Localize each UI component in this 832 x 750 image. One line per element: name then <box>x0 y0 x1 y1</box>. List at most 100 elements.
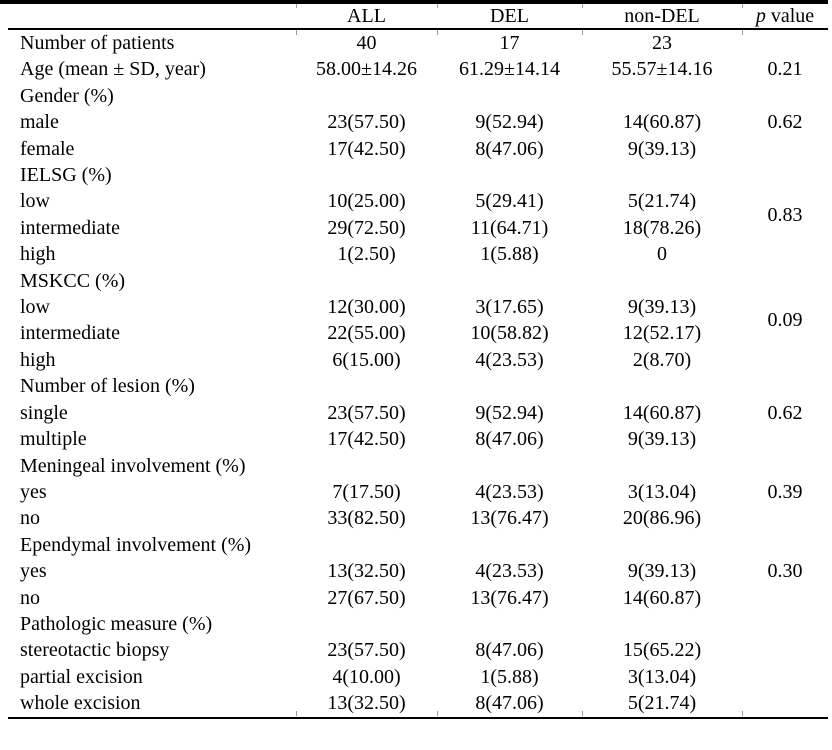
row-label: Age (mean ± SD, year) <box>20 58 206 81</box>
row-label: single <box>20 401 68 424</box>
cell-pvalue: 0.30 <box>767 560 803 583</box>
column-tick <box>437 30 438 35</box>
cell-del: 61.29±14.14 <box>459 58 560 81</box>
cell-all: 1(2.50) <box>337 243 396 266</box>
row-label: intermediate <box>20 216 120 239</box>
cell-pvalue <box>742 664 828 690</box>
cell-pvalue <box>742 83 828 109</box>
cell-all: 23(57.50) <box>327 639 406 662</box>
cell-del: 4(23.53) <box>475 560 544 583</box>
cell-del: 11(64.71) <box>470 216 549 239</box>
cell-nondel: 14(60.87) <box>622 586 702 609</box>
cell-nondel: 5(21.74) <box>627 190 697 213</box>
cell-nondel <box>582 611 742 637</box>
cell-nondel: 14(60.87) <box>622 111 702 134</box>
table-row: multiple 17(42.50) 8(47.06) 9(39.13) <box>8 426 828 452</box>
cell-del: 8(47.06) <box>475 428 544 451</box>
section-row: Meningeal involvement (%) <box>8 453 828 479</box>
row-label: multiple <box>20 428 87 451</box>
cell-all: 7(17.50) <box>332 480 401 503</box>
cell-all: 23(57.50) <box>327 401 406 424</box>
cell-all: 33(82.50) <box>327 507 406 530</box>
cell-pvalue <box>742 373 828 399</box>
cell-nondel: 5(21.74) <box>582 690 742 719</box>
cell-all: 4(10.00) <box>332 665 401 688</box>
row-label: Ependymal involvement (%) <box>20 533 252 556</box>
row-label: no <box>20 586 40 609</box>
cell-del: 1(5.88) <box>480 243 539 266</box>
header-blank <box>8 4 296 30</box>
row-label: whole excision <box>8 690 296 719</box>
cell-del: 13(76.47) <box>470 507 549 530</box>
column-tick <box>296 30 297 35</box>
cell-nondel: 0 <box>657 243 667 266</box>
cell-nondel: 12(52.17) <box>622 322 702 345</box>
column-tick <box>582 30 583 35</box>
cell-pvalue <box>742 426 828 452</box>
cell-pvalue <box>742 268 828 294</box>
cell-del: 17 <box>499 32 520 54</box>
cell-del: 10(58.82) <box>470 322 549 345</box>
row-label: intermediate <box>20 322 120 345</box>
cell-all: 17(42.50) <box>327 137 406 160</box>
table-row: whole excision 13(32.50) 8(47.06) 5(21.74) <box>8 690 828 719</box>
table-row: high 1(2.50) 1(5.88) 0 <box>8 241 828 267</box>
cell-nondel: 3(13.04) <box>627 665 697 688</box>
table-row: stereotactic biopsy 23(57.50) 8(47.06) 15(6… <box>8 637 828 663</box>
cell-pvalue: 0.62 <box>767 111 803 134</box>
cell-all <box>296 611 437 637</box>
section-row: MSKCC (%) <box>8 268 828 294</box>
row-label: male <box>20 111 59 134</box>
cell-del: 8(47.06) <box>437 690 582 719</box>
cell-pvalue <box>742 637 828 663</box>
cell-all <box>296 532 437 558</box>
table-row: partial excision 4(10.00) 1(5.88) 3(13.04) <box>8 664 828 690</box>
section-row: Number of lesion (%) <box>8 373 828 399</box>
table-row: yes 13(32.50) 4(23.53) 9(39.13) 0.30 <box>8 558 828 584</box>
row-label: IELSG (%) <box>20 164 112 187</box>
cell-all <box>296 268 437 294</box>
cell-nondel: 9(39.13) <box>627 296 697 319</box>
cell-nondel: 9(39.13) <box>627 137 697 160</box>
cell-all: 22(55.00) <box>327 322 406 345</box>
cell-nondel: 18(78.26) <box>622 216 702 239</box>
row-label: Number of patients <box>20 32 175 54</box>
cell-all: 17(42.50) <box>327 428 406 451</box>
cell-pvalue <box>742 585 828 611</box>
cell-del: 9(52.94) <box>475 401 544 424</box>
cell-all: 13(32.50) <box>327 560 406 583</box>
cell-nondel: 9(39.13) <box>627 560 697 583</box>
table-row: Number of patients 40 17 23 <box>8 29 828 56</box>
cell-del: 1(5.88) <box>480 665 539 688</box>
cell-del: 9(52.94) <box>475 111 544 134</box>
row-label: Number of lesion (%) <box>20 375 195 398</box>
cell-nondel <box>582 162 742 188</box>
header-all: ALL <box>296 4 437 30</box>
table-row: intermediate 22(55.00) 10(58.82) 12(52.17) <box>8 320 828 346</box>
cell-pvalue: 0.09 <box>767 309 803 332</box>
cell-nondel: 3(13.04) <box>627 480 697 503</box>
row-label: MSKCC (%) <box>20 269 126 292</box>
cell-nondel: 14(60.87) <box>622 401 702 424</box>
cell-nondel: 15(65.22) <box>622 639 702 662</box>
cell-del: 13(76.47) <box>470 586 549 609</box>
cell-nondel: 2(8.70) <box>632 348 692 371</box>
table-row: no 27(67.50) 13(76.47) 14(60.87) <box>8 585 828 611</box>
row-label: yes <box>20 480 47 503</box>
cell-pvalue <box>742 136 828 162</box>
table-top-rule <box>0 0 828 4</box>
cell-del: 4(23.53) <box>475 348 544 371</box>
header-del: DEL <box>437 4 582 30</box>
row-label: Pathologic measure (%) <box>20 612 213 635</box>
row-label: female <box>20 137 75 160</box>
cell-nondel <box>582 532 742 558</box>
cell-pvalue: 0.21 <box>767 58 803 81</box>
cell-all: 58.00±14.26 <box>316 58 417 81</box>
cell-pvalue <box>742 532 828 558</box>
p-italic: p <box>755 5 766 27</box>
cell-nondel <box>582 83 742 109</box>
table-row: male 23(57.50) 9(52.94) 14(60.87) 0.62 <box>8 109 828 135</box>
cell-all: 23(57.50) <box>327 111 406 134</box>
cell-pvalue <box>742 162 828 188</box>
cell-all <box>296 83 437 109</box>
